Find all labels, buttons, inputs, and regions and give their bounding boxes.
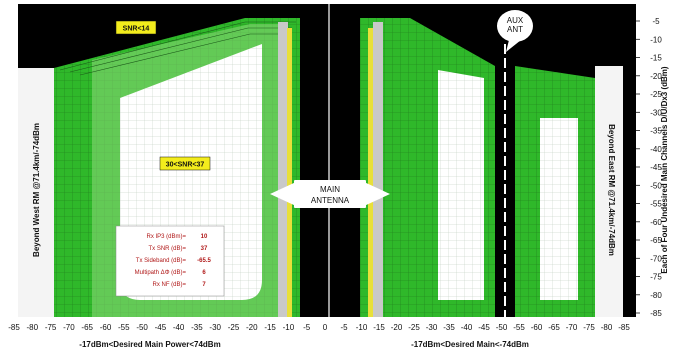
aux-antenna-line2: ANT: [507, 25, 523, 34]
right-edge-band: [373, 22, 383, 317]
right-axis-label: Each of Four Undesired Main Channels D/U…: [660, 66, 669, 273]
y-tick-label: -40: [650, 145, 662, 154]
right-yellow-edge: [368, 28, 373, 317]
x-tick-left-label: -65: [81, 323, 93, 332]
legend-value: 7: [202, 282, 206, 288]
y-tick-label: -75: [650, 273, 662, 282]
aux-antenna-callout: AUX ANT: [497, 10, 533, 52]
y-tick-label: -20: [650, 72, 662, 81]
y-tick-label: -65: [650, 236, 662, 245]
mid-snr-label: 30<SNR<37: [166, 162, 205, 169]
x-tick-left-label: -70: [63, 323, 75, 332]
x-tick-right-label: -15: [373, 323, 385, 332]
x-tick-left-label: -30: [209, 323, 221, 332]
x-tick-left-label: -40: [173, 323, 185, 332]
x-tick-right-label: -70: [566, 323, 578, 332]
x-tick-right-label: -40: [461, 323, 473, 332]
right-panel: [360, 4, 623, 317]
x-tick-left-label: -50: [136, 323, 148, 332]
aux-antenna-line1: AUX: [507, 16, 524, 25]
snr-label: SNR<14: [123, 26, 150, 33]
legend-value: 37: [201, 246, 208, 252]
y-tick-label: -85: [650, 309, 662, 318]
y-tick-label: -30: [650, 108, 662, 117]
legend-value: 10: [201, 234, 208, 240]
x-tick-right-label: -75: [583, 323, 595, 332]
x-tick-right-label: -35: [443, 323, 455, 332]
x-tick-left-label: -80: [27, 323, 39, 332]
x-tick-right-label: -85: [618, 323, 630, 332]
x-tick-right-label: -65: [548, 323, 560, 332]
y-tick-label: -10: [650, 35, 662, 44]
legend-label: Multipath ΔΦ (dB)=: [135, 270, 187, 276]
right-outer-interior-grid: [540, 118, 578, 300]
legend-value: 6: [202, 270, 206, 276]
legend-label: Tx Sideband (dB)=: [136, 258, 187, 264]
mid-snr-label-group: 30<SNR<37: [159, 156, 211, 171]
legend-box: Rx IP3 (dBm)= 10 Tx SNR (dB)= 37 Tx Sideband…: [115, 225, 225, 297]
x-tick-left-label: -15: [264, 323, 276, 332]
y-tick-label: -45: [650, 163, 662, 172]
x-tick-left-label: -25: [228, 323, 240, 332]
x-tick-left-label: -55: [118, 323, 130, 332]
main-antenna-callout: MAIN ANTENNA: [270, 180, 390, 208]
legend-label: Rx NF (dB)=: [152, 282, 186, 288]
x-tick-right-label: -10: [356, 323, 368, 332]
y-tick-label: -60: [650, 218, 662, 227]
x-tick-left-label: -10: [283, 323, 295, 332]
left-yellow-edge: [287, 28, 292, 317]
main-antenna-gap: [300, 4, 360, 317]
x-tick-right-label: -60: [531, 323, 543, 332]
right-interior-grid: [438, 70, 484, 300]
x-tick-left-label: 0: [323, 323, 328, 332]
y-tick-label: -15: [650, 54, 662, 63]
x-tick-right-label: -25: [408, 323, 420, 332]
x-tick-left-label: -35: [191, 323, 203, 332]
legend-value: -65.5: [197, 258, 211, 264]
y-tick-label: -80: [650, 291, 662, 300]
x-tick-left-label: -5: [303, 323, 311, 332]
x-tick-right-label: -5: [340, 323, 348, 332]
left-axis-label: Beyond West RM @71.4km/-74dBm: [32, 123, 41, 257]
x-tick-right-label: -55: [513, 323, 525, 332]
x-tick-right-label: -50: [496, 323, 508, 332]
y-tick-label: -25: [650, 90, 662, 99]
y-tick-label: -5: [652, 17, 660, 26]
x-tick-left-label: -85: [8, 323, 20, 332]
main-antenna-line2: ANTENNA: [311, 196, 350, 205]
left-white-strip: [18, 68, 54, 317]
y-tick-label: -55: [650, 200, 662, 209]
x-tick-left-label: -60: [100, 323, 112, 332]
x-tick-right-label: -20: [391, 323, 403, 332]
x-tick-left-label: -20: [246, 323, 258, 332]
legend-label: Rx IP3 (dBm)=: [146, 234, 186, 240]
x-tick-right-label: -80: [601, 323, 613, 332]
right-inner-axis-label: Beyond East RM @71.4km/-74dBm: [607, 124, 616, 256]
y-tick-label: -35: [650, 127, 662, 136]
snr-label-group: SNR<14: [115, 20, 157, 35]
x-tick-left-label: -45: [155, 323, 167, 332]
main-antenna-line1: MAIN: [320, 185, 340, 194]
legend-label: Tx SNR (dB)=: [148, 246, 186, 252]
x-tick-right-label: -45: [478, 323, 490, 332]
x-tick-left-label: -75: [45, 323, 57, 332]
x-axis-label-left: -17dBm<Desired Main Power<74dBm: [79, 340, 220, 349]
right-white-strip: [595, 66, 623, 317]
x-axis-label-right: -17dBm<Desired Main<-74dBm: [411, 340, 529, 349]
y-tick-label: -70: [650, 254, 662, 263]
y-tick-label: -50: [650, 181, 662, 190]
left-edge-band: [278, 22, 288, 317]
x-tick-right-label: -30: [426, 323, 438, 332]
